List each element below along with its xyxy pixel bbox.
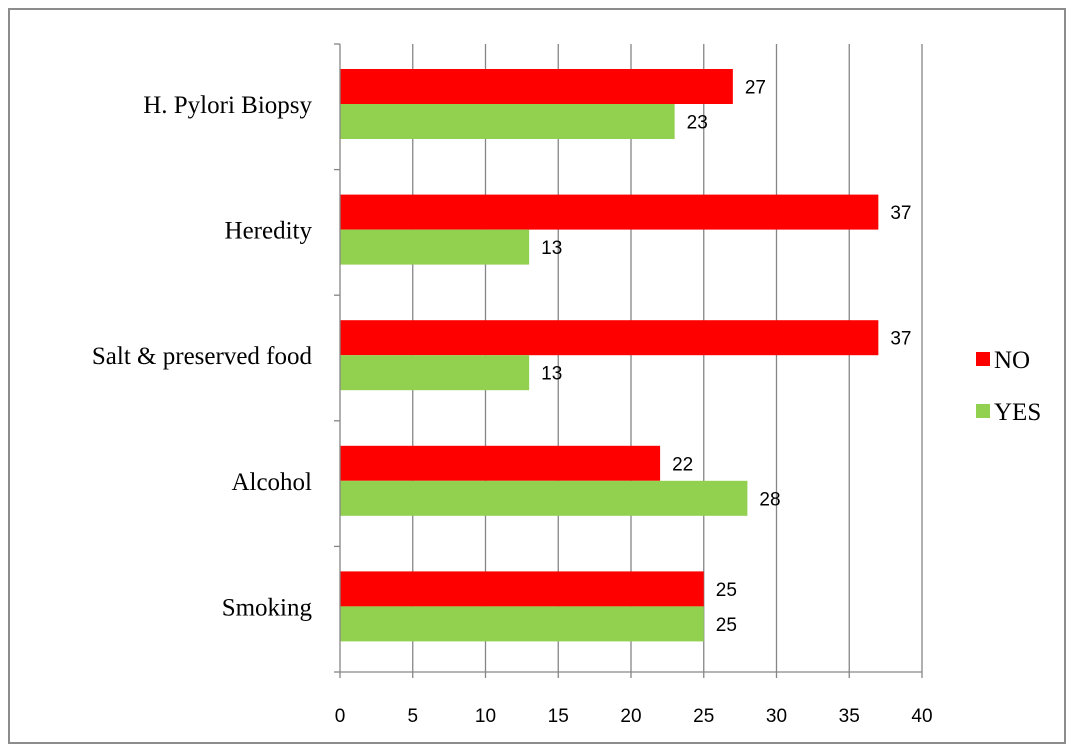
data-label: 25 <box>716 615 737 636</box>
bar-no <box>340 571 704 607</box>
category-label: Salt & preserved food <box>92 343 313 370</box>
x-tick-label: 35 <box>839 706 860 727</box>
x-tick-label: 30 <box>766 706 787 727</box>
data-label: 13 <box>541 364 562 385</box>
data-label: 13 <box>541 238 562 259</box>
legend: NO YES <box>976 347 1041 426</box>
bar-yes <box>340 606 704 642</box>
x-tick-label: 5 <box>407 706 418 727</box>
category-label: Smoking <box>222 594 313 621</box>
data-label: 23 <box>687 113 708 134</box>
data-label: 25 <box>716 580 737 601</box>
bar-no <box>340 69 733 104</box>
bar-no <box>340 320 879 356</box>
bar-yes <box>340 480 748 516</box>
category-label: Heredity <box>225 218 313 245</box>
x-tick-label: 15 <box>548 706 569 727</box>
axes <box>334 43 923 678</box>
data-label: 28 <box>759 489 780 510</box>
bar-yes <box>340 355 530 391</box>
bar-yes <box>340 229 530 265</box>
x-tick-label: 10 <box>475 706 496 727</box>
legend-label-no: NO <box>994 347 1030 374</box>
legend-label-yes: YES <box>994 399 1041 426</box>
data-label: 27 <box>745 78 766 99</box>
category-label: H. Pylori Biopsy <box>143 92 312 119</box>
x-tick-label: 40 <box>911 706 932 727</box>
data-label: 37 <box>890 203 911 224</box>
data-label: 37 <box>890 329 911 350</box>
legend-swatch-no <box>976 352 990 366</box>
category-label: Alcohol <box>231 469 312 496</box>
labels: 0 5 10 15 20 25 30 35 40 27 23 H. Pylori Biopsy 37 13… <box>92 78 933 728</box>
data-label: 22 <box>672 454 693 475</box>
bar-yes <box>340 104 675 139</box>
bar-no <box>340 445 661 481</box>
legend-swatch-yes <box>976 404 990 418</box>
bars <box>340 69 879 642</box>
x-tick-label: 25 <box>693 706 714 727</box>
grid-lines <box>412 44 923 672</box>
x-tick-label: 0 <box>335 706 346 727</box>
x-tick-label: 20 <box>620 706 641 727</box>
bar-no <box>340 194 879 230</box>
